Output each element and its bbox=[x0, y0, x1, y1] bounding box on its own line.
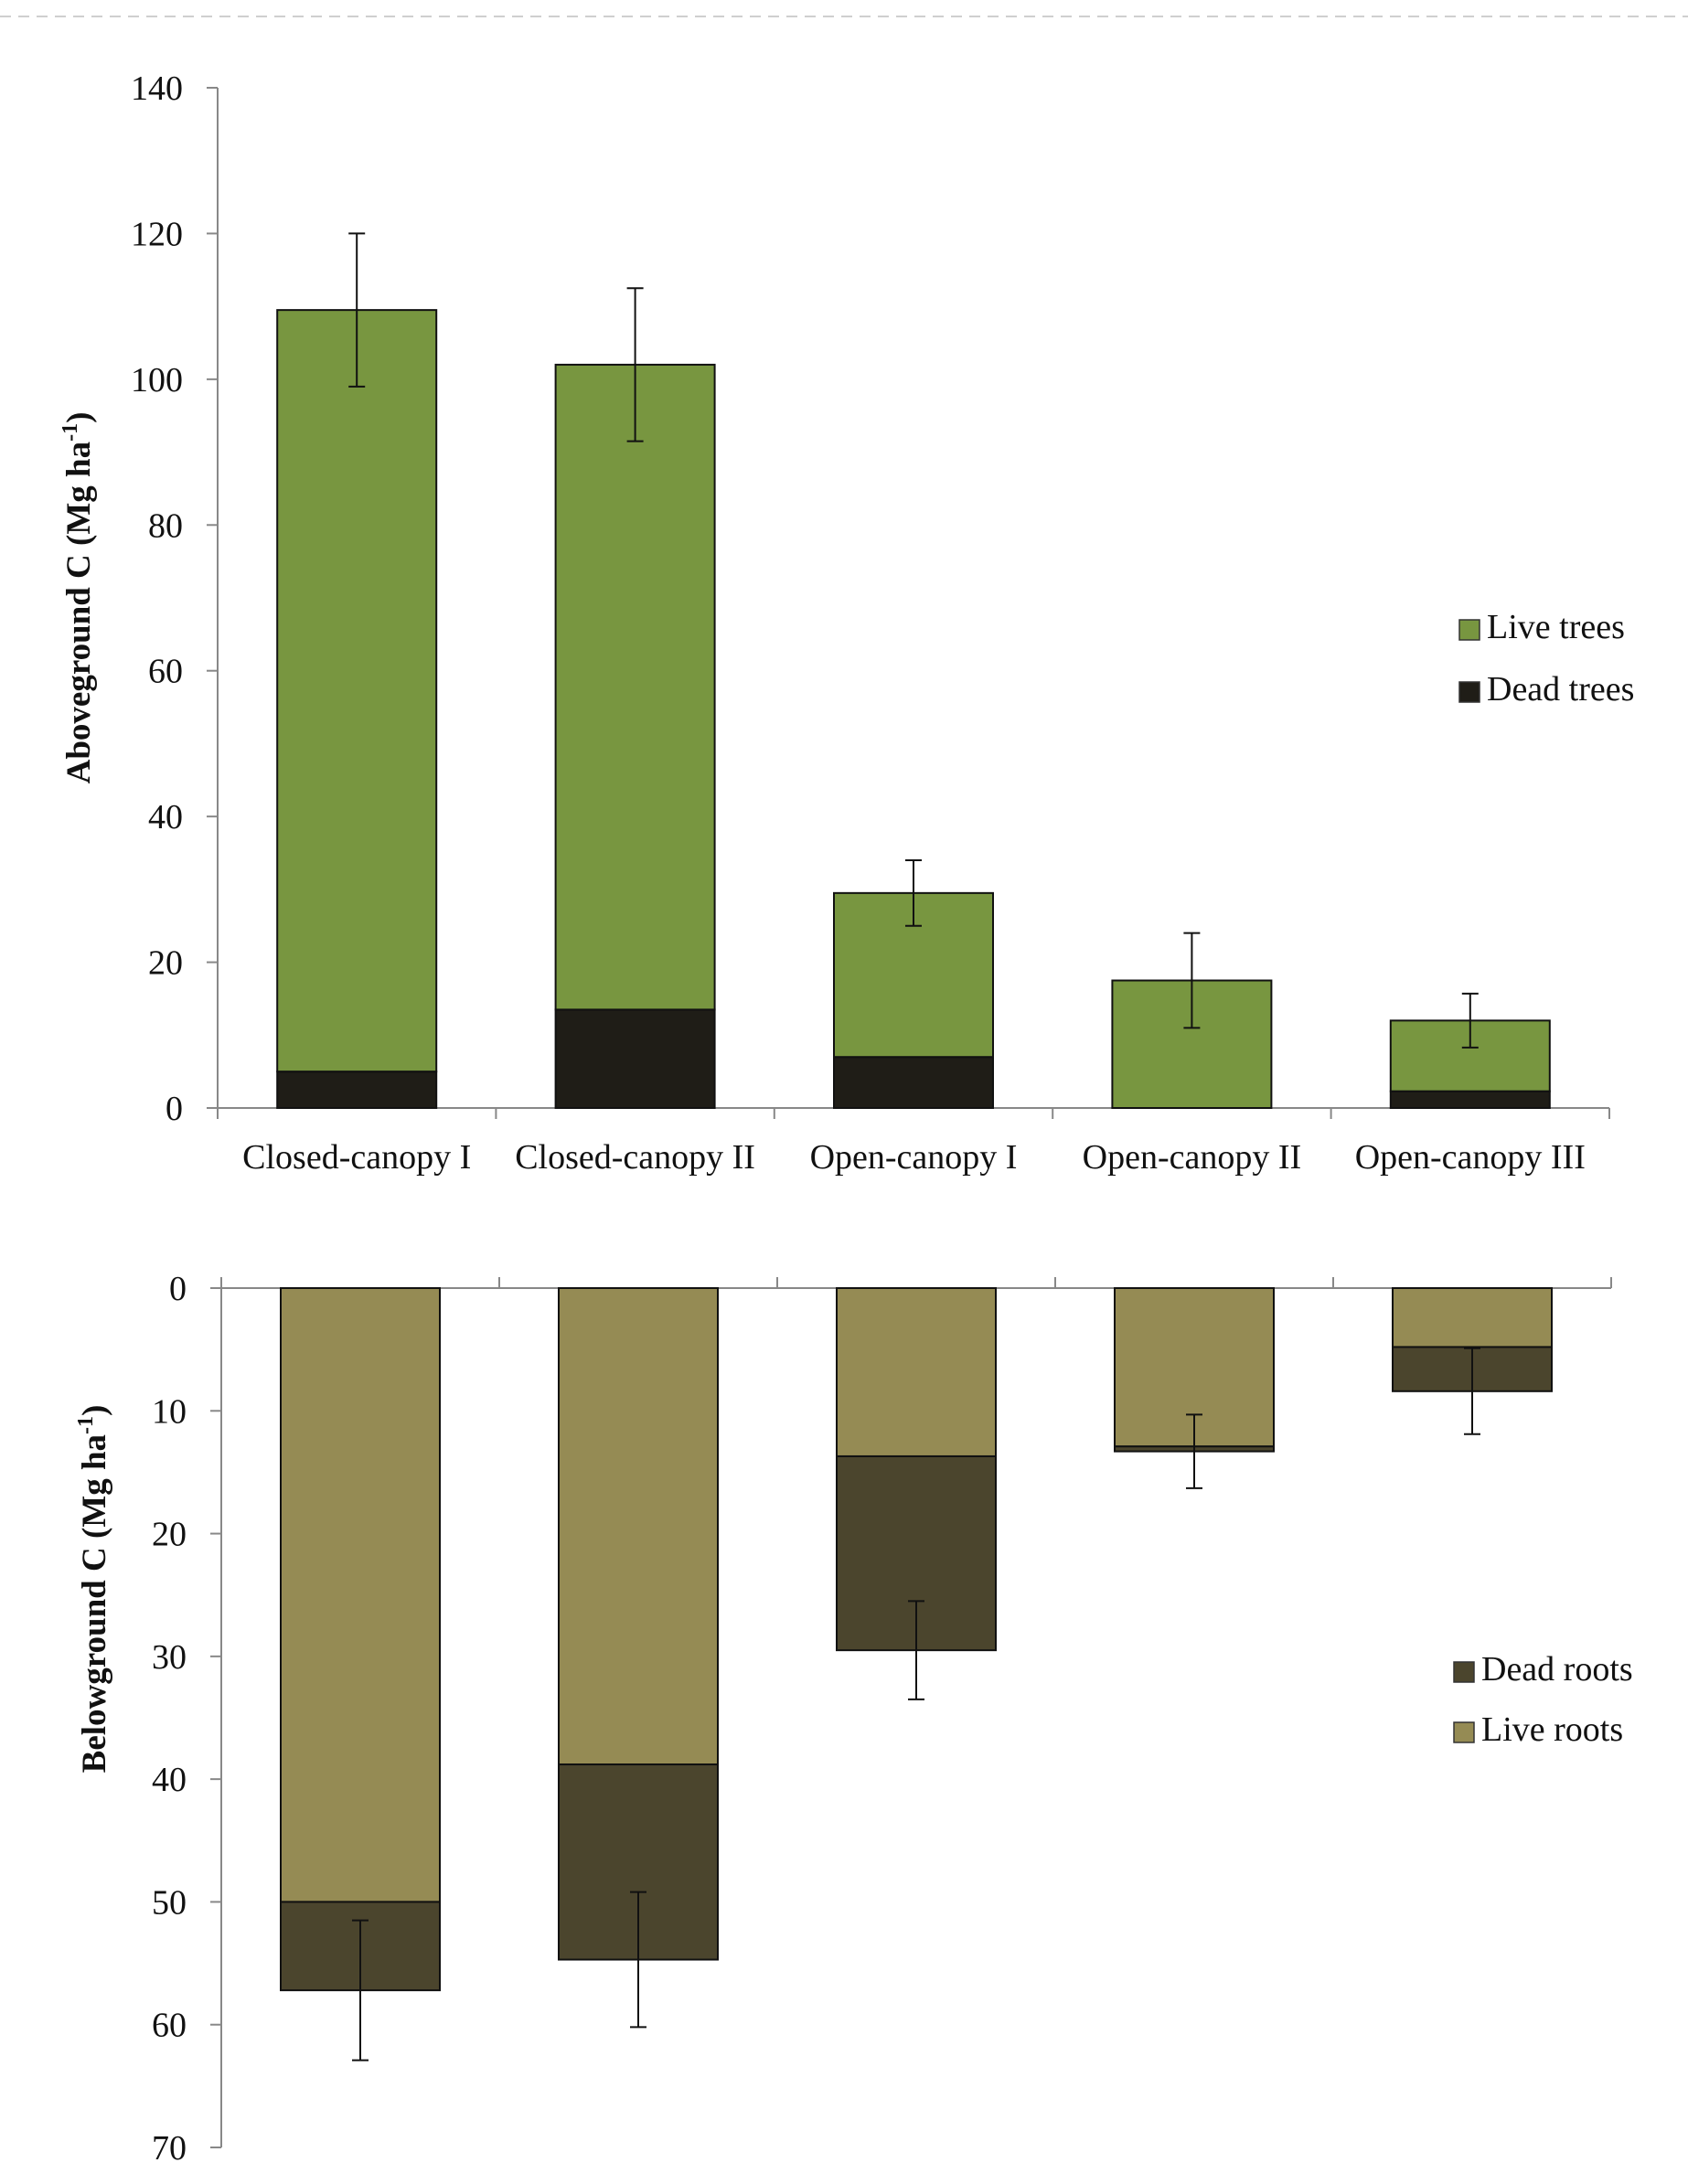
below-y-axis-title-main: Belowground C (Mg ha bbox=[76, 1434, 113, 1773]
above-bar-live-trees-open-canopy-iii bbox=[1389, 1019, 1551, 1092]
above-legend-label-live-trees: Live trees bbox=[1487, 608, 1625, 646]
above-y-axis-title: Aboveground C (Mg ha-1) bbox=[59, 412, 98, 784]
below-legend-swatch-live-roots bbox=[1453, 1721, 1475, 1743]
above-bar-dead-trees-open-canopy-iii bbox=[1389, 1090, 1551, 1110]
below-y-axis-title-close: ) bbox=[76, 1405, 113, 1416]
below-y-axis-title: Belowground C (Mg ha-1) bbox=[74, 1405, 113, 1774]
above-y-axis-title-main: Aboveground C (Mg ha bbox=[60, 442, 98, 784]
below-legend-label-live-roots: Live roots bbox=[1481, 1710, 1623, 1749]
above-category-label-open-canopy-iii: Open-canopy III bbox=[1355, 1138, 1586, 1177]
below-bar-live-roots-closed-canopy-i bbox=[280, 1287, 441, 1903]
above-y-tick-label: 40 bbox=[148, 798, 183, 836]
below-y-axis-title-superscript: -1 bbox=[74, 1416, 98, 1434]
below-y-tick-label: 0 bbox=[169, 1270, 187, 1308]
below-bar-live-roots-open-canopy-i bbox=[836, 1287, 997, 1457]
above-bar-dead-trees-open-canopy-i bbox=[833, 1056, 994, 1109]
belowground-chart: 0 10 20 30 40 50 60 70 Belowground C (Mg ha-1) De… bbox=[74, 1270, 1633, 2168]
above-bar-dead-trees-closed-canopy-ii bbox=[554, 1008, 716, 1110]
above-category-label-open-canopy-ii: Open-canopy II bbox=[1083, 1138, 1302, 1177]
below-y-tick-label: 30 bbox=[152, 1638, 187, 1677]
above-y-axis-title-close: ) bbox=[60, 412, 98, 423]
below-y-tick-label: 60 bbox=[152, 2007, 187, 2045]
below-y-tick-label: 10 bbox=[152, 1392, 187, 1431]
above-category-label-closed-canopy-i: Closed-canopy I bbox=[242, 1138, 471, 1177]
below-y-tick-label: 40 bbox=[152, 1761, 187, 1799]
below-bar-live-roots-closed-canopy-ii bbox=[558, 1287, 719, 1766]
above-y-tick-label: 100 bbox=[131, 361, 183, 400]
above-y-tick-label: 80 bbox=[148, 506, 183, 545]
above-y-tick-label: 0 bbox=[166, 1090, 183, 1128]
above-category-label-open-canopy-i: Open-canopy I bbox=[810, 1138, 1018, 1177]
above-legend-label-dead-trees: Dead trees bbox=[1487, 670, 1634, 708]
above-y-tick-label: 20 bbox=[148, 944, 183, 983]
above-legend-swatch-live-trees bbox=[1458, 619, 1480, 641]
below-bar-live-roots-open-canopy-iii bbox=[1392, 1287, 1553, 1348]
below-y-tick-label: 50 bbox=[152, 1883, 187, 1922]
above-y-tick-label: 60 bbox=[148, 653, 183, 691]
below-legend-label-dead-roots: Dead roots bbox=[1481, 1650, 1633, 1689]
above-legend-swatch-dead-trees bbox=[1458, 681, 1480, 703]
below-y-tick-label: 20 bbox=[152, 1516, 187, 1554]
above-category-label-closed-canopy-ii: Closed-canopy II bbox=[515, 1138, 755, 1177]
above-y-tick-label: 120 bbox=[131, 215, 183, 253]
below-y-tick-label: 70 bbox=[152, 2129, 187, 2168]
above-bar-live-trees-closed-canopy-ii bbox=[554, 363, 716, 1011]
aboveground-chart: 0 20 40 60 80 100 120 140 Aboveground C (Mg ha-1… bbox=[59, 69, 1634, 1177]
below-legend-swatch-dead-roots bbox=[1453, 1661, 1475, 1683]
above-y-tick-label: 140 bbox=[131, 69, 183, 108]
above-bar-dead-trees-closed-canopy-i bbox=[276, 1071, 438, 1109]
above-bar-live-trees-closed-canopy-i bbox=[276, 309, 438, 1073]
above-y-axis-title-superscript: -1 bbox=[59, 423, 82, 442]
